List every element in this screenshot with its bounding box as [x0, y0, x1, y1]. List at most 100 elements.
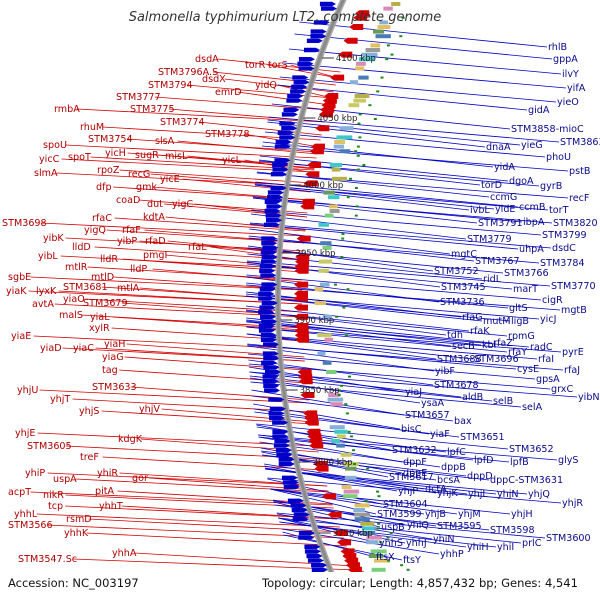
- left-gene-label: pitA: [95, 486, 115, 497]
- annotation-block: [317, 333, 332, 338]
- right-gene-connector: [249, 377, 421, 404]
- forward-gene-arrow: [298, 66, 315, 71]
- annotation-block: [349, 80, 358, 85]
- right-gene-label: STM3770: [551, 281, 596, 292]
- left-gene-connector: [267, 64, 339, 79]
- feature-tick: [357, 122, 361, 125]
- left-gene-label: uspA: [53, 474, 77, 485]
- annotation-block: [336, 443, 345, 448]
- annotation-block: [366, 535, 383, 540]
- forward-gene-arrow: [262, 245, 279, 250]
- forward-gene-arrow: [304, 549, 321, 554]
- right-gene-label: STM3820: [553, 218, 598, 229]
- right-gene-label: yhjK: [437, 488, 458, 499]
- right-gene-label: yidE: [495, 204, 516, 215]
- right-gene-connector: [246, 274, 542, 301]
- left-gene-connector: [112, 316, 303, 331]
- reverse-gene-arrow: [294, 281, 309, 288]
- right-gene-label: yidA: [494, 162, 515, 173]
- left-gene-label: xylR: [89, 323, 110, 334]
- left-gene-connector: [237, 91, 330, 106]
- annotation-block: [362, 531, 376, 535]
- left-gene-connector: [210, 246, 304, 261]
- feature-tick: [366, 467, 370, 470]
- right-gene-label: rfaG: [462, 312, 483, 323]
- annotation-block: [354, 512, 371, 517]
- right-gene-connector: [258, 160, 540, 187]
- right-gene-label: STM3657: [405, 410, 450, 421]
- kbp-scale: 4100 kbp 4050 kbp 4000 kbp 3950 kbp 3900 kbp…: [280, 54, 376, 539]
- left-gene-connector: [88, 518, 342, 533]
- forward-gene-arrow: [291, 84, 308, 89]
- right-gene-connector: [246, 263, 513, 290]
- left-gene-connector: [30, 491, 333, 506]
- forward-gene-arrow: [261, 319, 278, 324]
- right-gene-label: STM3600: [546, 533, 591, 544]
- right-gene-label: dppE: [403, 468, 427, 479]
- right-gene-connector: [256, 423, 509, 450]
- annotation-block: [379, 20, 388, 25]
- forward-gene-arrow: [273, 443, 290, 448]
- left-gene-label: recG: [128, 169, 150, 180]
- annotation-block: [330, 402, 343, 407]
- kbp-label: 4100 kbp: [336, 54, 376, 64]
- left-gene-label: yicL: [222, 155, 242, 166]
- left-gene-label: yibK: [43, 233, 64, 244]
- left-gene-label: dsdA: [195, 54, 219, 65]
- left-gene-connector: [47, 472, 328, 487]
- left-gene-connector: [76, 108, 326, 123]
- right-gene-label: cigR: [542, 295, 563, 306]
- annotation-block: [320, 241, 332, 246]
- left-gene-connector: [106, 229, 305, 244]
- reverse-gene-arrow: [295, 336, 310, 343]
- forward-gene-arrow: [319, 1, 336, 7]
- forward-gene-arrow: [260, 273, 277, 278]
- right-gene-label: yicJ: [540, 314, 556, 325]
- reverse-gene-arrow: [294, 263, 309, 270]
- right-gene-label: gidA: [528, 105, 550, 116]
- feature-tick: [379, 541, 383, 544]
- kbp-label: 4050 kbp: [317, 114, 357, 124]
- left-gene-connector: [56, 172, 312, 187]
- right-gene-label: yhjR: [562, 498, 583, 509]
- left-gene-label: STM3633: [92, 382, 137, 393]
- left-gene-label: avtA: [32, 299, 54, 310]
- reverse-gene-arrow: [295, 258, 310, 265]
- left-gene-label: STM3605: [27, 441, 72, 452]
- reverse-gene-arrow: [294, 267, 309, 274]
- annotation-block: [328, 204, 338, 209]
- feature-tick: [399, 35, 403, 38]
- right-gene-label: STM3652: [509, 444, 554, 455]
- left-gene-label: STM3778: [205, 129, 250, 140]
- feature-tick: [356, 168, 360, 171]
- annotation-block: [353, 98, 367, 103]
- forward-gene-arrow: [298, 57, 315, 62]
- left-gene-label: treF: [80, 452, 99, 463]
- annotation-block: [329, 163, 343, 167]
- feature-tick: [341, 237, 345, 240]
- left-gene-label: STM3547.Sc: [18, 554, 77, 565]
- right-gene-label: lpfC: [447, 447, 466, 458]
- reverse-gene-arrow: [324, 93, 339, 99]
- left-gene-label: lldP: [130, 264, 147, 275]
- feature-tick: [346, 196, 350, 199]
- left-gene-connector: [39, 389, 310, 404]
- reverse-gene-arrow: [309, 148, 324, 155]
- annotation-block: [318, 222, 329, 227]
- annotation-block: [327, 397, 344, 402]
- right-gene-connector: [247, 344, 564, 371]
- annotation-block: [371, 567, 386, 572]
- left-gene-label: lyxK: [36, 286, 57, 297]
- right-gene-label: rfaZ: [493, 338, 513, 349]
- left-gene-label: acpT: [8, 487, 31, 498]
- forward-gene-arrow: [259, 268, 276, 273]
- forward-gene-arrow: [287, 93, 304, 99]
- feature-tick: [355, 205, 359, 208]
- reverse-gene-arrow: [297, 369, 312, 375]
- right-gene-label: lpfD: [474, 455, 494, 466]
- left-gene-label: gor: [132, 473, 148, 484]
- forward-gene-arrow: [262, 351, 279, 356]
- right-gene-label: yibN: [578, 392, 600, 403]
- right-gene-connector: [248, 237, 540, 264]
- left-gene-label: rmbA: [54, 104, 80, 115]
